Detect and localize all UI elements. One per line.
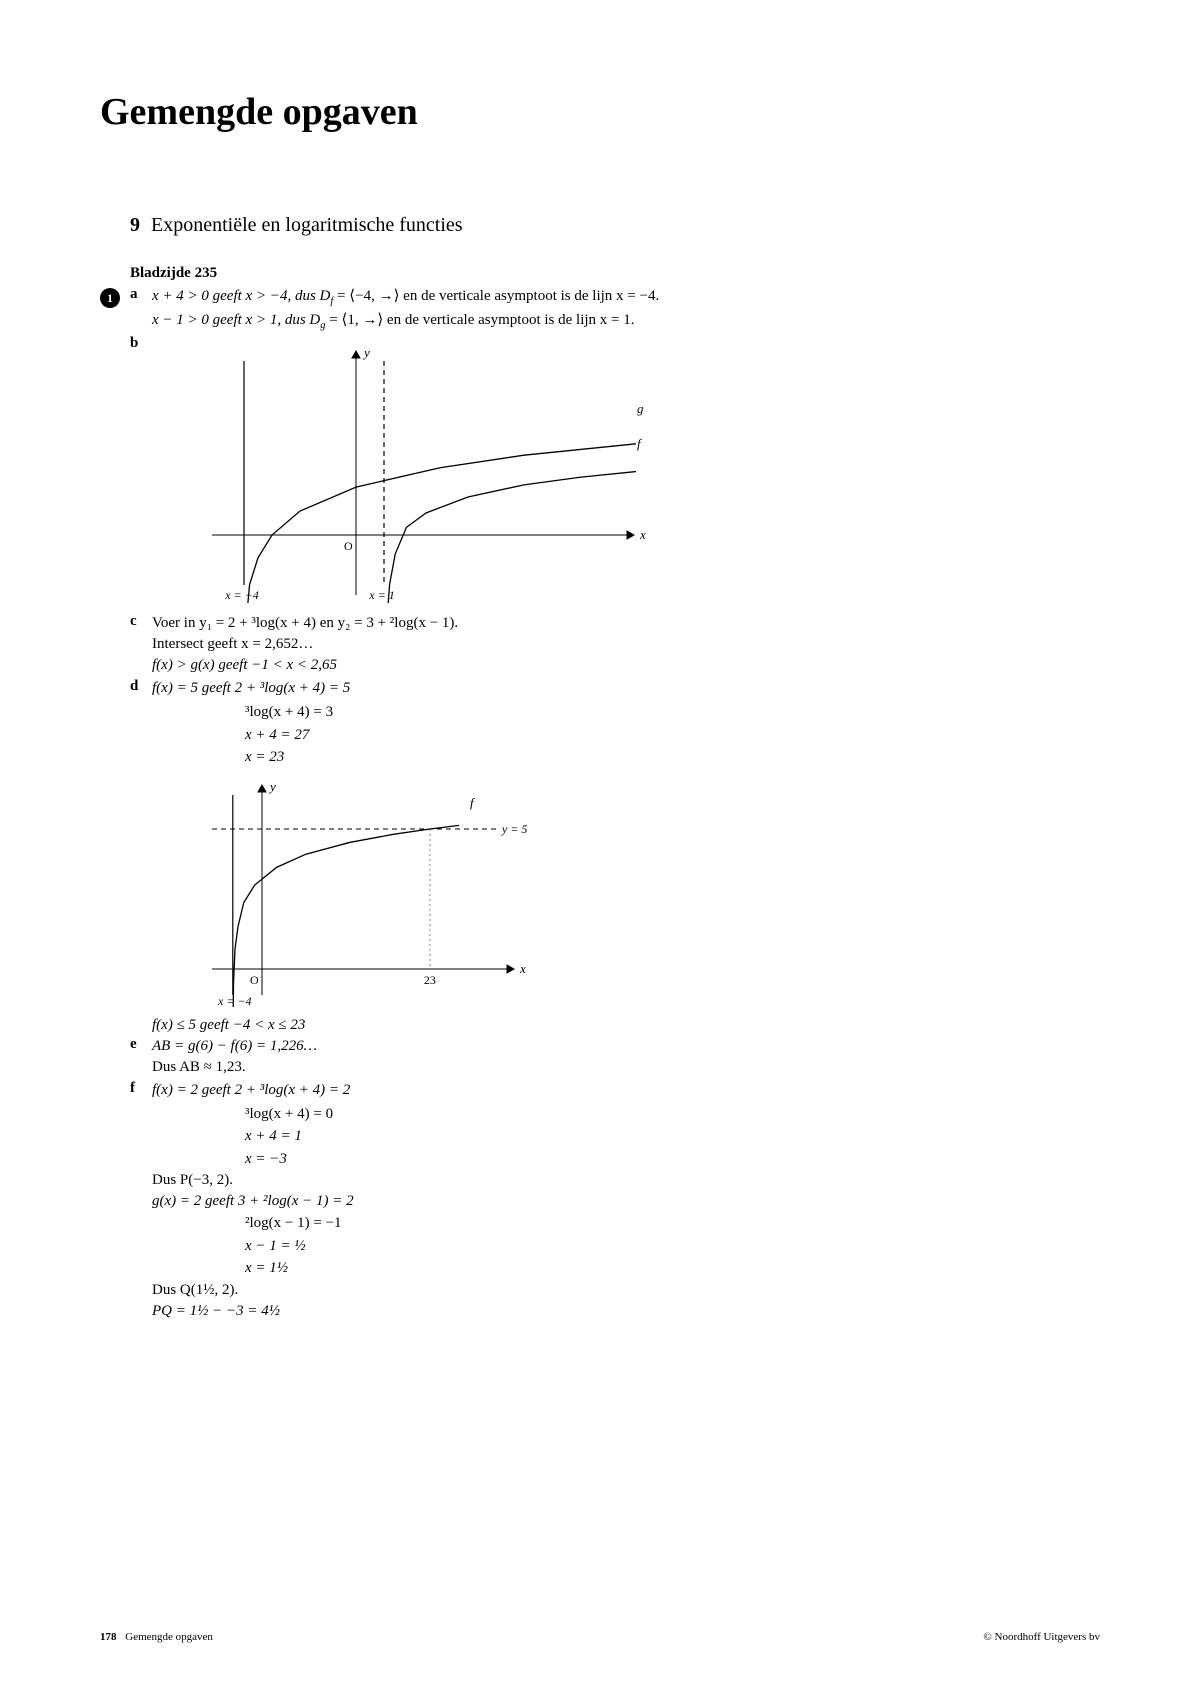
sub-e-line1: AB = g(6) − f(6) = 1,226… xyxy=(152,1036,1100,1057)
sub-f-line2: Dus P(−3, 2). xyxy=(130,1170,1100,1191)
sub-d-m1: ³log(x + 4) = 3 xyxy=(245,701,1100,724)
svg-text:x = −4: x = −4 xyxy=(224,588,259,602)
page-reference: Bladzijde 235 xyxy=(130,265,1100,282)
page-footer: 178 Gemengde opgaven © Noordhoff Uitgeve… xyxy=(100,1631,1100,1643)
sub-f-m1: ³log(x + 4) = 0 xyxy=(245,1103,1100,1126)
sub-f-line1: f(x) = 2 geeft 2 + ³log(x + 4) = 2 xyxy=(152,1080,1100,1101)
sub-f-m3: x = −3 xyxy=(245,1148,1100,1171)
svg-text:y = 5: y = 5 xyxy=(501,822,527,836)
sub-a: a x + 4 > 0 geeft x > −4, dus Df = ⟨−4, … xyxy=(130,286,1100,333)
sub-d: d f(x) = 5 geeft 2 + ³log(x + 4) = 5 xyxy=(130,678,1100,699)
sub-f-m4: ²log(x − 1) = −1 xyxy=(245,1212,1100,1235)
sub-d-line2: f(x) ≤ 5 geeft −4 < x ≤ 23 xyxy=(130,1015,1100,1036)
svg-text:23: 23 xyxy=(424,973,436,987)
svg-text:y: y xyxy=(268,779,276,794)
sub-letter-f: f xyxy=(130,1080,152,1097)
svg-text:x = −4: x = −4 xyxy=(217,994,252,1007)
sub-letter-c: c xyxy=(130,613,152,630)
sub-letter-a: a xyxy=(130,286,152,303)
footer-right: © Noordhoff Uitgevers bv xyxy=(983,1631,1100,1643)
sub-letter-b: b xyxy=(130,335,152,352)
sub-a-line1: x + 4 > 0 geeft x > −4, dus Df = ⟨−4, →⟩… xyxy=(152,286,1100,310)
chart-1: x y Ox = −4 x = 1 g f xyxy=(192,343,1100,603)
page-title: Gemengde opgaven xyxy=(100,90,1100,134)
svg-text:x: x xyxy=(519,961,526,976)
sub-f-line4: Dus Q(1½, 2). xyxy=(130,1280,1100,1301)
sub-letter-e: e xyxy=(130,1036,152,1053)
chapter-heading: 9 Exponentiële en logaritmische functies xyxy=(130,214,1100,237)
sub-a-line2: x − 1 > 0 geeft x > 1, dus Dg = ⟨1, →⟩ e… xyxy=(152,310,1100,334)
sub-d-m3: x = 23 xyxy=(245,746,1100,769)
sub-c: c Voer in y₁ = 2 + ³log(x + 4) en y₂ = 3… xyxy=(130,613,1100,676)
sub-f-line5: PQ = 1½ − −3 = 4½ xyxy=(130,1301,1100,1322)
sub-c-line3: f(x) > g(x) geeft −1 < x < 2,65 xyxy=(152,655,1100,676)
svg-text:f: f xyxy=(637,436,643,451)
sub-e: e AB = g(6) − f(6) = 1,226… Dus AB ≈ 1,2… xyxy=(130,1036,1100,1078)
sub-d-mathblock: ³log(x + 4) = 3 x + 4 = 27 x = 23 xyxy=(245,701,1100,769)
sub-d-line1: f(x) = 5 geeft 2 + ³log(x + 4) = 5 xyxy=(152,678,1100,699)
svg-text:y: y xyxy=(362,345,370,360)
footer-left: 178 Gemengde opgaven xyxy=(100,1631,213,1643)
exercise-badge: 1 xyxy=(100,288,120,308)
exercise-1: 1 a x + 4 > 0 geeft x > −4, dus Df = ⟨−4… xyxy=(100,286,1100,1322)
chart-1-svg: x y Ox = −4 x = 1 g f xyxy=(192,343,652,603)
chapter-number: 9 xyxy=(130,214,140,236)
sub-f-m5: x − 1 = ½ xyxy=(245,1235,1100,1258)
sub-f-m2: x + 4 = 1 xyxy=(245,1125,1100,1148)
svg-text:O: O xyxy=(344,539,353,553)
svg-text:f: f xyxy=(470,795,476,810)
svg-text:x: x xyxy=(639,527,646,542)
svg-text:O: O xyxy=(250,973,259,987)
svg-text:x = 1: x = 1 xyxy=(368,588,394,602)
sub-f: f f(x) = 2 geeft 2 + ³log(x + 4) = 2 xyxy=(130,1080,1100,1101)
chapter-title: Exponentiële en logaritmische functies xyxy=(151,214,463,236)
footer-section: Gemengde opgaven xyxy=(125,1631,213,1643)
sub-d-m2: x + 4 = 27 xyxy=(245,724,1100,747)
sub-letter-d: d xyxy=(130,678,152,695)
sub-e-line2: Dus AB ≈ 1,23. xyxy=(152,1057,1100,1078)
sub-c-line1: Voer in y₁ = 2 + ³log(x + 4) en y₂ = 3 +… xyxy=(152,613,1100,634)
footer-page-number: 178 xyxy=(100,1631,117,1643)
chart-2: x y Ox = −4 y = 5 23 f xyxy=(192,777,1100,1007)
sub-f-m6: x = 1½ xyxy=(245,1257,1100,1280)
chart-2-svg: x y Ox = −4 y = 5 23 f xyxy=(192,777,532,1007)
svg-text:g: g xyxy=(637,401,644,416)
sub-f-mathblock2: ²log(x − 1) = −1 x − 1 = ½ x = 1½ xyxy=(245,1212,1100,1280)
sub-f-line3: g(x) = 2 geeft 3 + ²log(x − 1) = 2 xyxy=(130,1191,1100,1212)
sub-c-line2: Intersect geeft x = 2,652… xyxy=(152,634,1100,655)
sub-b: b x y Ox = −4 x = 1 g f xyxy=(130,335,1100,611)
sub-f-mathblock1: ³log(x + 4) = 0 x + 4 = 1 x = −3 xyxy=(245,1103,1100,1171)
